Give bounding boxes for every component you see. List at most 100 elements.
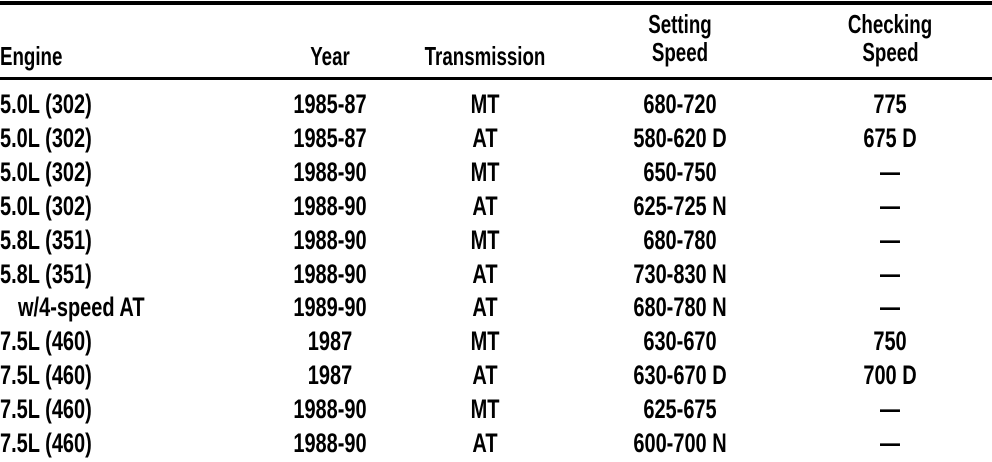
cell-transmission: AT	[468, 259, 502, 289]
cell-engine: 5.8L (351)	[0, 225, 124, 255]
cell-checking-speed: 775	[867, 89, 912, 119]
cell-transmission: AT	[468, 191, 502, 221]
cell-setting-speed: 600-700 N	[617, 428, 743, 458]
cell-transmission: AT	[468, 428, 502, 458]
header-transmission: Transmission	[401, 42, 569, 70]
cell-engine: 5.8L (351)	[0, 259, 124, 289]
cell-engine: 7.5L (460)	[0, 326, 124, 356]
cell-text: 7.5L (460)	[0, 360, 92, 391]
cell-text: 625-725 N	[633, 190, 727, 221]
cell-checking-speed: —	[877, 225, 904, 255]
cell-text: AT	[472, 258, 498, 289]
cell-text: 675 D	[863, 122, 917, 153]
cell-setting-speed: 730-830 N	[617, 259, 743, 289]
header-text: Year	[310, 41, 350, 71]
cell-setting-speed: 580-620 D	[617, 123, 743, 153]
cell-setting-speed: 625-675	[630, 394, 729, 424]
cell-year: 1988-90	[280, 157, 379, 187]
cell-text: 7.5L (460)	[0, 394, 92, 425]
header-text: Speed	[651, 37, 709, 67]
header-text: Speed	[861, 37, 919, 67]
cell-transmission: AT	[468, 292, 502, 322]
cell-text: 7.5L (460)	[0, 326, 92, 357]
cell-text: 650-750	[643, 156, 717, 187]
cell-year: 1988-90	[280, 394, 379, 424]
cell-text: —	[880, 292, 900, 323]
header-checking-speed: Checking Speed	[831, 10, 948, 66]
cell-year: 1987	[300, 360, 360, 390]
cell-text: AT	[472, 360, 498, 391]
cell-setting-speed: 630-670 D	[617, 360, 743, 390]
cell-text: 1988-90	[293, 156, 367, 187]
cell-text: 630-670	[643, 326, 717, 357]
cell-engine: w/4-speed AT	[18, 292, 189, 322]
cell-text: 680-780	[643, 224, 717, 255]
cell-text: 5.8L (351)	[0, 224, 92, 255]
cell-text: 7.5L (460)	[0, 428, 92, 458]
cell-text: MT	[470, 156, 500, 187]
cell-text: —	[880, 224, 900, 255]
cell-text: 5.0L (302)	[0, 156, 92, 187]
cell-text: 1985-87	[293, 122, 367, 153]
cell-transmission: MT	[466, 326, 505, 356]
header-text: Transmission	[424, 41, 546, 71]
cell-year: 1985-87	[280, 123, 379, 153]
cell-engine: 5.0L (302)	[0, 191, 124, 221]
cell-text: 630-670 D	[633, 360, 727, 391]
header-text: Setting	[648, 9, 712, 39]
cell-text: 600-700 N	[633, 428, 727, 458]
cell-text: —	[880, 156, 900, 187]
cell-setting-speed: 650-750	[630, 157, 729, 187]
cell-setting-speed: 680-720	[630, 89, 729, 119]
cell-text: 730-830 N	[633, 258, 727, 289]
cell-engine: 5.0L (302)	[0, 157, 124, 187]
cell-text: 1985-87	[293, 89, 367, 119]
cell-text: 625-675	[643, 394, 717, 425]
cell-checking-speed: —	[877, 259, 904, 289]
cell-year: 1988-90	[280, 191, 379, 221]
cell-checking-speed: —	[877, 191, 904, 221]
header-setting-speed: Setting Speed	[636, 10, 724, 66]
cell-text: —	[880, 428, 900, 458]
cell-transmission: MT	[466, 394, 505, 424]
cell-engine: 5.0L (302)	[0, 123, 124, 153]
cell-text: 1988-90	[293, 224, 367, 255]
header-rule	[0, 77, 992, 80]
cell-checking-speed: —	[877, 394, 904, 424]
cell-text: —	[880, 190, 900, 221]
cell-year: 1988-90	[280, 428, 379, 458]
cell-checking-speed: —	[877, 428, 904, 458]
cell-transmission: AT	[468, 360, 502, 390]
cell-checking-speed: 750	[867, 326, 912, 356]
cell-text: MT	[470, 394, 500, 425]
cell-text: 1988-90	[293, 258, 367, 289]
top-rule	[0, 1, 992, 5]
cell-engine: 7.5L (460)	[0, 428, 124, 458]
cell-text: 1989-90	[293, 292, 367, 323]
cell-engine: 7.5L (460)	[0, 360, 124, 390]
cell-checking-speed: 675 D	[854, 123, 926, 153]
cell-engine: 5.0L (302)	[0, 89, 124, 119]
cell-text: AT	[472, 122, 498, 153]
header-year: Year	[303, 42, 358, 70]
cell-text: 775	[873, 89, 907, 119]
cell-setting-speed: 680-780	[630, 225, 729, 255]
cell-text: AT	[472, 428, 498, 458]
cell-text: —	[880, 258, 900, 289]
cell-transmission: MT	[466, 157, 505, 187]
cell-year: 1988-90	[280, 259, 379, 289]
cell-checking-speed: 700 D	[854, 360, 926, 390]
cell-setting-speed: 625-725 N	[617, 191, 743, 221]
cell-setting-speed: 680-780 N	[617, 292, 743, 322]
cell-text: MT	[470, 224, 500, 255]
cell-text: 680-780 N	[633, 292, 727, 323]
cell-transmission: MT	[466, 225, 505, 255]
cell-checking-speed: —	[877, 292, 904, 322]
cell-text: MT	[470, 326, 500, 357]
cell-text: 5.0L (302)	[0, 89, 92, 119]
cell-setting-speed: 630-670	[630, 326, 729, 356]
cell-year: 1988-90	[280, 225, 379, 255]
cell-text: 750	[873, 326, 907, 357]
cell-year: 1989-90	[280, 292, 379, 322]
cell-text: w/4-speed AT	[18, 292, 145, 323]
